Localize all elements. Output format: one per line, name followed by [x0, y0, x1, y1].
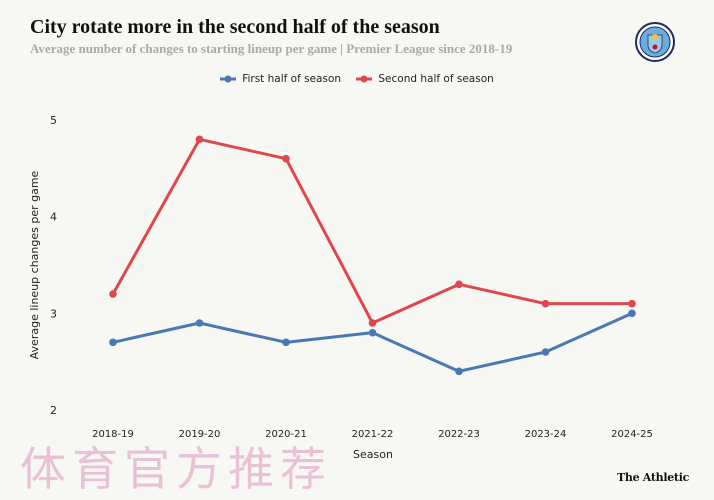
x-tick-label: 2023-24 [525, 429, 567, 440]
data-point-second-half [195, 135, 204, 144]
x-tick-label: 2020-21 [265, 429, 307, 440]
legend-label: Second half of season [378, 73, 494, 85]
data-point-first-half [282, 338, 290, 347]
x-tick-label: 2021-22 [352, 429, 394, 440]
data-point-second-half [541, 299, 550, 308]
x-tick-label: 2019-20 [179, 429, 221, 440]
legend-label: First half of season [242, 73, 342, 85]
x-tick-label: 2018-19 [92, 429, 134, 440]
legend-item-first-half: First half of season [220, 73, 341, 85]
legend: First half of season Second half of seas… [0, 73, 714, 86]
legend-item-second-half: Second half of season [356, 73, 494, 85]
data-point-first-half [195, 319, 204, 327]
manchester-city-logo [635, 22, 675, 62]
data-point-second-half [455, 280, 463, 289]
data-point-second-half [628, 299, 636, 308]
chart-title: City rotate more in the second half of t… [30, 16, 440, 38]
x-tick-label: 2022-23 [438, 429, 480, 440]
watermark: 体育官方推荐 [20, 442, 332, 496]
series-line-second-half [111, 137, 632, 325]
x-tick-label: 2024-25 [611, 429, 653, 440]
data-point-first-half [368, 328, 377, 337]
data-point-first-half [541, 348, 550, 356]
y-axis-label: Average lineup changes per game [28, 170, 41, 359]
y-tick-label: 4 [50, 211, 57, 224]
data-point-first-half [628, 309, 636, 318]
chart-subtitle: Average number of changes to starting li… [30, 41, 513, 56]
legend-marker-second-half [356, 75, 373, 83]
brand-logo: The Athletic [617, 471, 689, 484]
data-point-second-half [368, 319, 377, 327]
x-axis-label: Season [353, 448, 393, 461]
y-tick-label: 5 [50, 114, 57, 127]
y-tick-label: 2 [50, 404, 57, 417]
data-point-second-half [109, 290, 117, 298]
data-point-second-half [282, 154, 290, 163]
legend-marker-first-half [220, 75, 237, 83]
data-point-first-half [109, 338, 117, 347]
data-point-first-half [455, 367, 463, 376]
y-tick-label: 3 [50, 307, 57, 320]
